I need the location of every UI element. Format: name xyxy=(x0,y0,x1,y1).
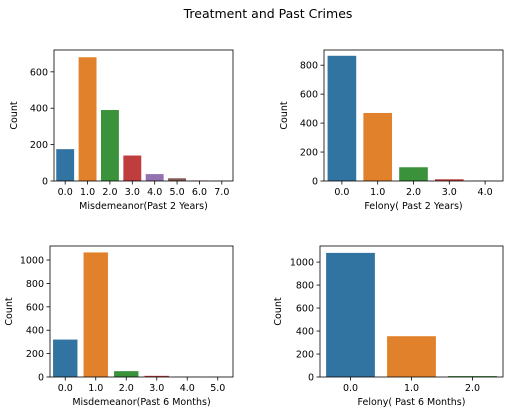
bar-4.0 xyxy=(145,174,164,181)
y-tick-label: 0 xyxy=(312,177,318,188)
x-tick-label: 2.0 xyxy=(102,187,117,198)
axes-frame xyxy=(53,49,234,182)
x-tick-label: 1.0 xyxy=(80,187,95,198)
x-tick-label: 5.0 xyxy=(170,187,185,198)
x-axis-label: Misdemeanor(Past 2 Years) xyxy=(79,201,208,212)
x-tick-label: 0.0 xyxy=(58,187,73,198)
bar-5.0 xyxy=(168,178,187,181)
y-tick-label: 200 xyxy=(30,140,48,151)
bar-1.0 xyxy=(83,252,108,377)
y-tick-label: 0 xyxy=(42,177,48,188)
bar-0.0 xyxy=(326,252,375,377)
x-tick-label: 2.0 xyxy=(465,383,480,394)
y-tick-label: 400 xyxy=(26,326,44,337)
x-tick-label: 1.0 xyxy=(370,187,385,198)
x-tick-label: 7.0 xyxy=(214,187,229,198)
x-tick-label: 3.0 xyxy=(149,383,164,394)
y-tick-label: 200 xyxy=(26,349,44,360)
y-axis-label: Count xyxy=(9,101,20,129)
bar-2.0 xyxy=(399,167,428,181)
bar-2.0 xyxy=(100,110,119,181)
figure-title: Treatment and Past Crimes xyxy=(183,6,353,21)
y-axis-label: Count xyxy=(4,297,15,325)
bar-1.0 xyxy=(78,57,97,181)
y-tick-label: 800 xyxy=(26,279,44,290)
y-axis-label: Count xyxy=(279,101,290,129)
bar-0.0 xyxy=(56,149,75,181)
subplot-misdemeanor-6-months: 0.0 1.0 2.0 3.0 4.0 5.0 0 200 400 600 800 1000 Misde… xyxy=(4,245,234,408)
bar-3.0 xyxy=(123,155,142,181)
y-tick-label: 400 xyxy=(30,104,48,115)
bar-3.0 xyxy=(434,179,464,181)
x-tick-label: 3.0 xyxy=(442,187,457,198)
y-tick-label: 400 xyxy=(296,327,314,338)
y-tick-label: 600 xyxy=(300,90,318,101)
y-tick-label: 400 xyxy=(300,119,318,130)
bar-0.0 xyxy=(53,339,78,377)
x-tick-label: 1.0 xyxy=(88,383,103,394)
y-tick-label: 600 xyxy=(30,67,48,78)
x-tick-label: 1.0 xyxy=(404,383,419,394)
y-tick-label: 0 xyxy=(308,373,314,384)
x-axis-label: Misdemeanor(Past 6 Months) xyxy=(72,397,210,408)
y-tick-label: 1000 xyxy=(20,256,44,267)
x-tick-label: 4.0 xyxy=(478,187,493,198)
x-tick-label: 4.0 xyxy=(180,383,195,394)
subplot-misdemeanor-2-years: 0.0 1.0 2.0 3.0 4.0 5.0 6.0 7.0 0 200 400 600 Misdem… xyxy=(9,49,234,212)
bar-0.0 xyxy=(327,55,357,181)
bar-1.0 xyxy=(387,336,436,377)
x-axis-label: Felony( Past 2 Years) xyxy=(364,201,462,212)
y-tick-label: 800 xyxy=(300,61,318,72)
y-tick-label: 200 xyxy=(300,148,318,159)
x-axis-label: Felony( Past 6 Months) xyxy=(358,397,466,408)
y-tick-label: 200 xyxy=(296,350,314,361)
x-tick-label: 0.0 xyxy=(343,383,358,394)
bar-2.0 xyxy=(448,376,497,377)
y-tick-label: 600 xyxy=(296,304,314,315)
x-tick-label: 2.0 xyxy=(119,383,134,394)
subplot-felony-2-years: 0.0 1.0 2.0 3.0 4.0 0 200 400 600 800 Felony( Past… xyxy=(279,49,504,212)
axes-frame xyxy=(49,245,234,378)
x-tick-label: 4.0 xyxy=(147,187,162,198)
x-tick-label: 2.0 xyxy=(406,187,421,198)
x-tick-label: 0.0 xyxy=(58,383,73,394)
x-tick-label: 0.0 xyxy=(334,187,349,198)
subplot-felony-6-months: 0.0 1.0 2.0 0 200 400 600 800 1000 Felony( Past 6… xyxy=(273,245,504,408)
x-tick-label: 3.0 xyxy=(125,187,140,198)
y-tick-label: 1000 xyxy=(290,258,314,269)
bar-1.0 xyxy=(363,112,393,181)
y-tick-label: 800 xyxy=(296,281,314,292)
x-tick-label: 5.0 xyxy=(210,383,225,394)
bar-3.0 xyxy=(144,375,169,377)
y-axis-label: Count xyxy=(273,297,284,325)
bar-2.0 xyxy=(114,371,139,377)
x-tick-label: 6.0 xyxy=(192,187,207,198)
y-tick-label: 600 xyxy=(26,302,44,313)
y-tick-label: 0 xyxy=(38,373,44,384)
